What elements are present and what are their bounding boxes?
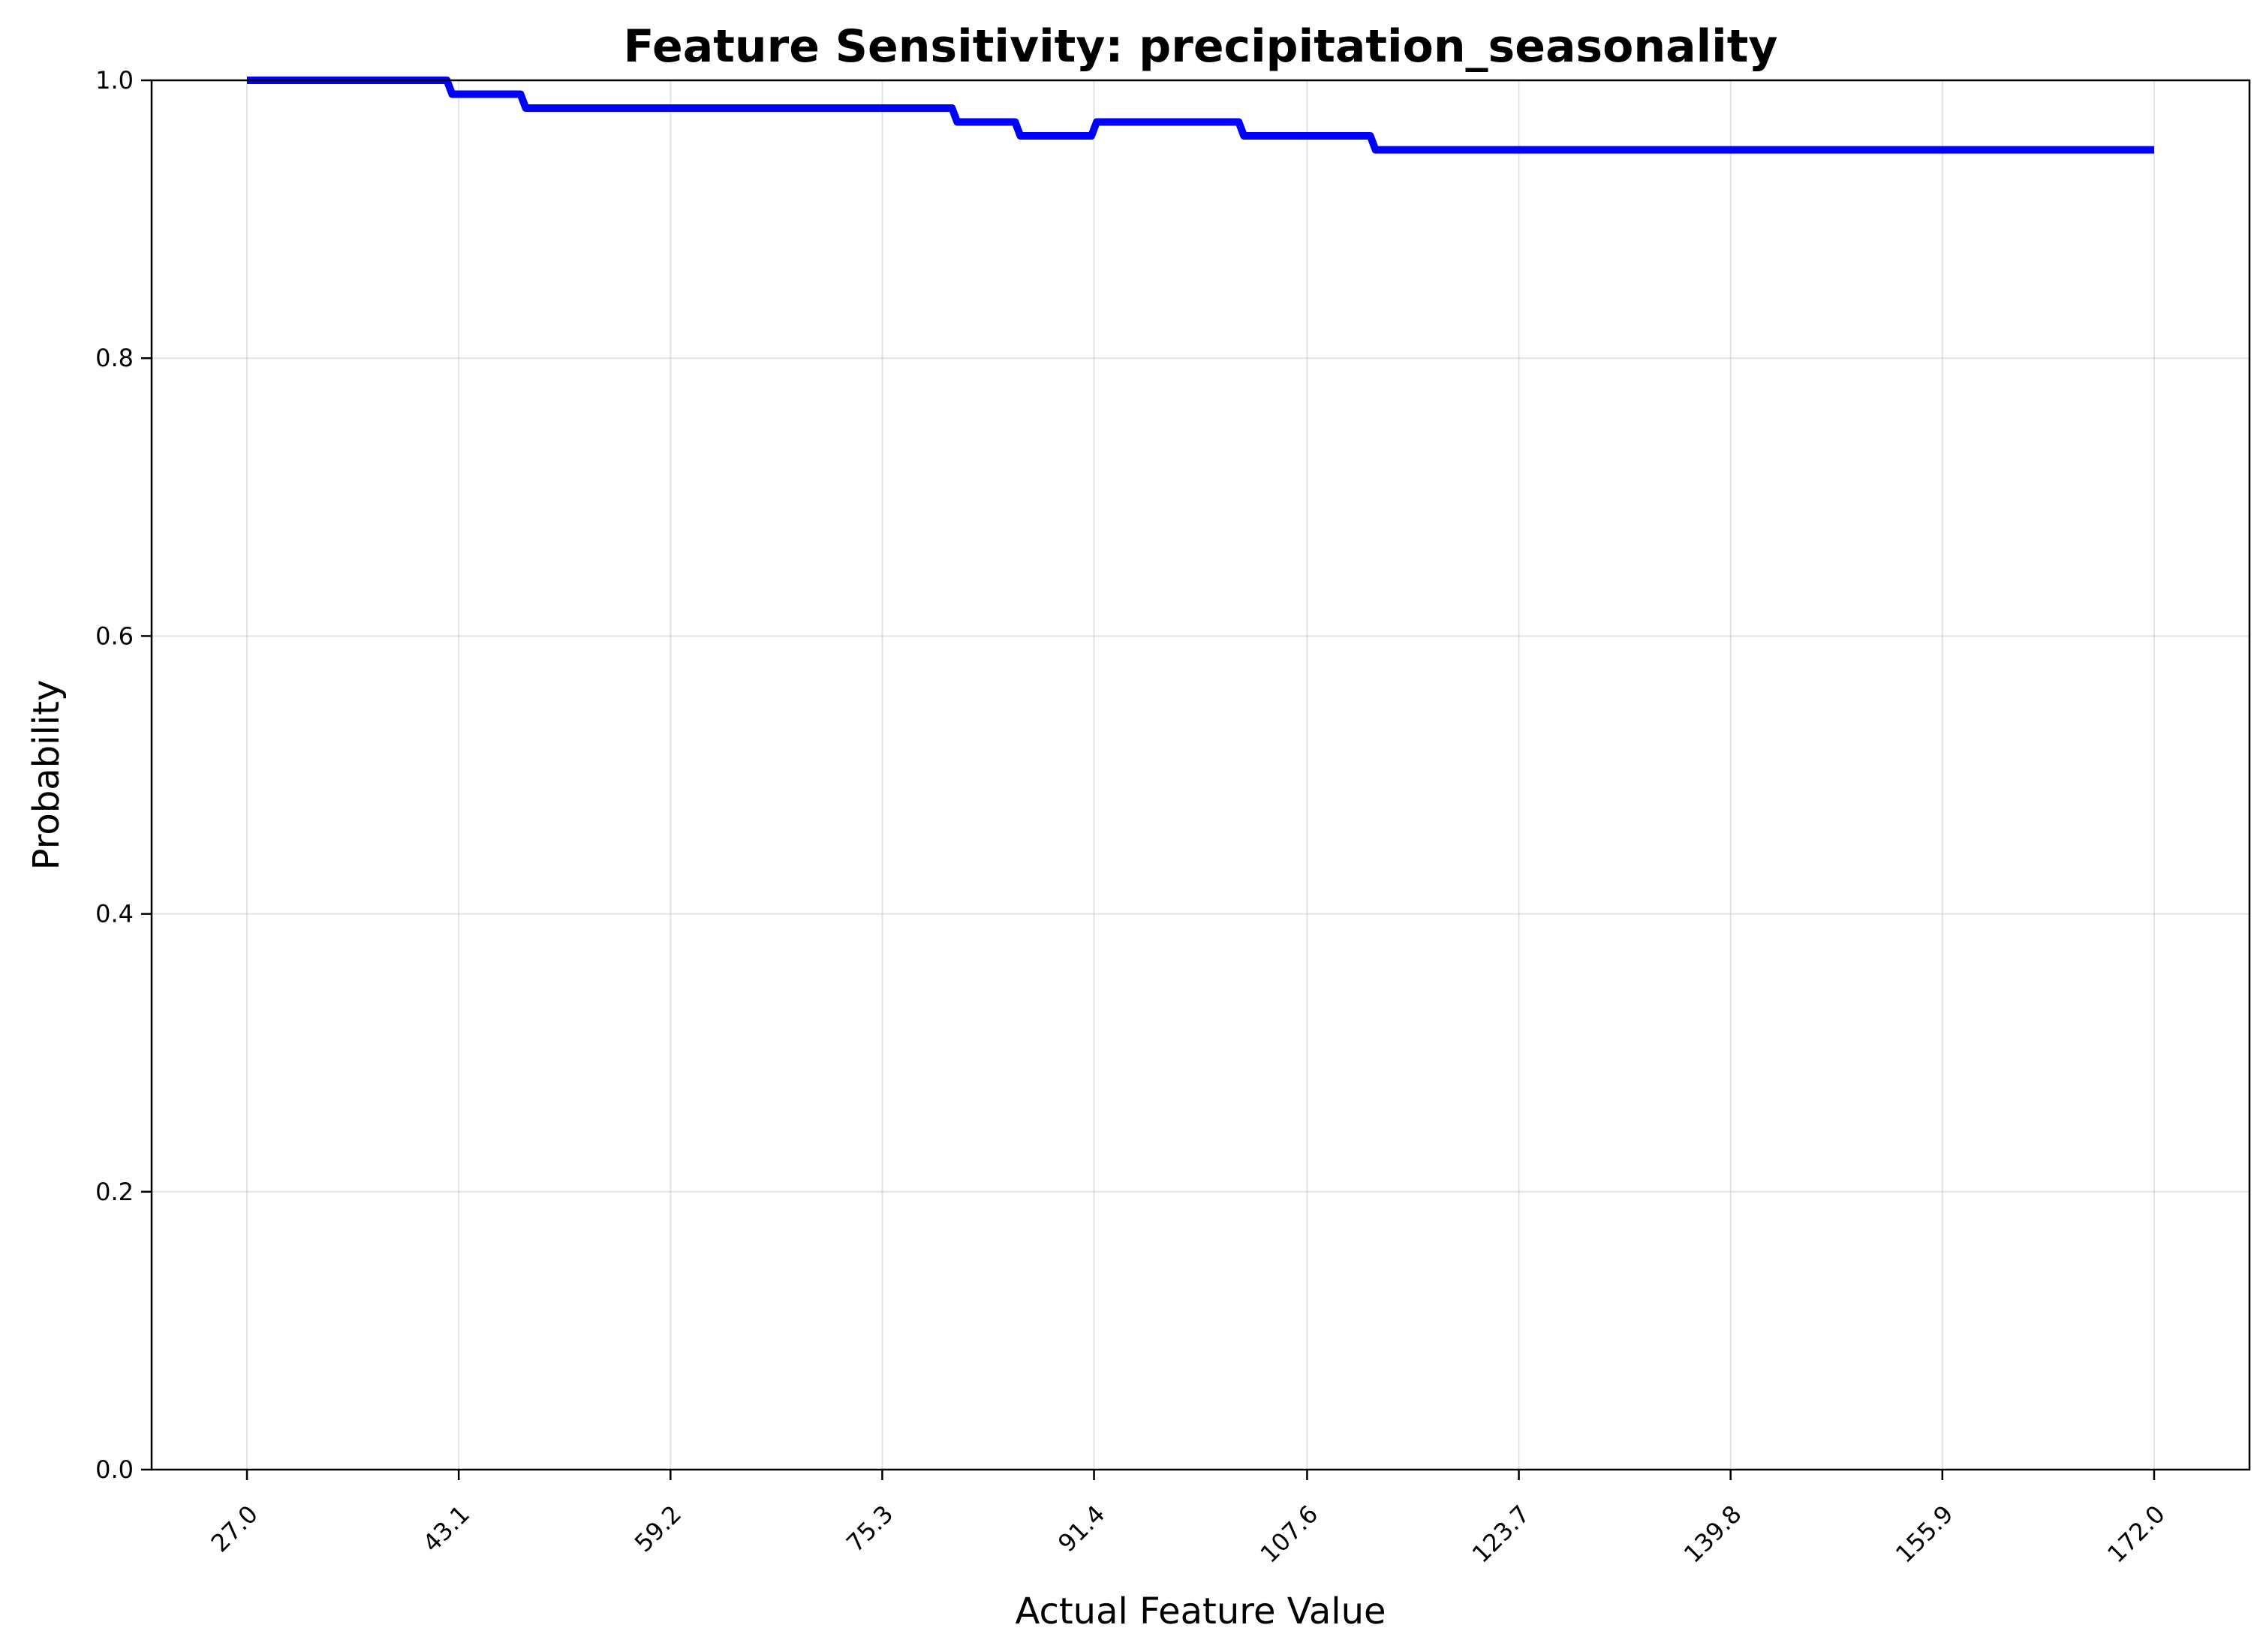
plot-frame xyxy=(150,79,2251,1471)
x-axis-label: Actual Feature Value xyxy=(1015,1590,1386,1632)
chart-title: Feature Sensitivity: precipitation_seaso… xyxy=(624,20,1778,73)
y-axis-label: Probability xyxy=(26,680,68,871)
y-tick-label: 1.0 xyxy=(95,66,134,95)
y-tick-label: 0.0 xyxy=(95,1455,134,1484)
y-tick-label: 0.4 xyxy=(95,900,134,928)
y-tick-label: 0.8 xyxy=(95,344,134,372)
series-line xyxy=(247,77,2154,154)
series-layer xyxy=(247,77,2154,154)
y-tick-label: 0.2 xyxy=(95,1178,134,1206)
y-tick-label: 0.6 xyxy=(95,621,134,650)
